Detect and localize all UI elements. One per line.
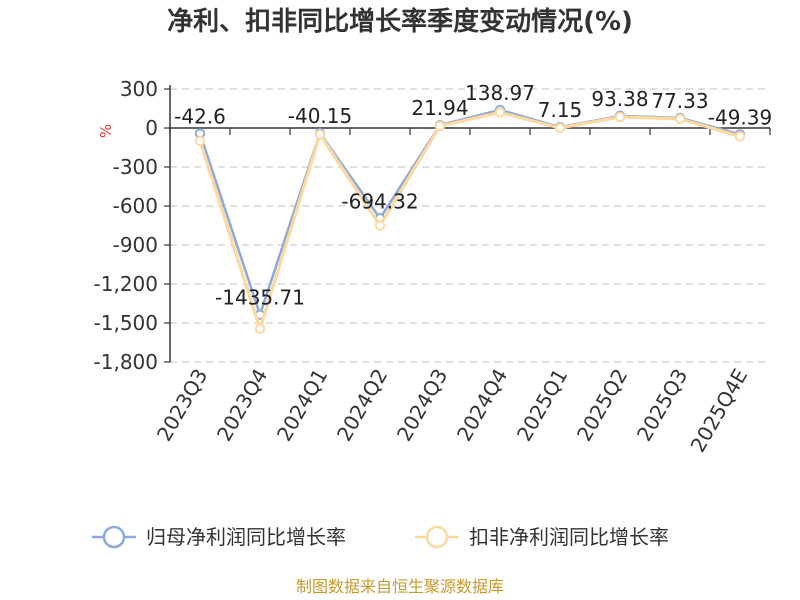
x-tick-label: 2023Q4 xyxy=(212,365,272,446)
y-tick-label: -1,200 xyxy=(94,272,158,296)
x-tick-label: 2025Q3 xyxy=(632,365,692,446)
grid xyxy=(170,88,770,363)
data-label: 21.94 xyxy=(411,96,468,120)
y-tick-label: -1,800 xyxy=(94,350,158,374)
legend-item-1[interactable]: 归母净利润同比增长率 xyxy=(92,525,346,549)
x-tick-label: 2025Q4E xyxy=(686,365,753,457)
data-point[interactable] xyxy=(314,129,326,140)
data-point[interactable] xyxy=(374,220,386,231)
data-point[interactable] xyxy=(254,323,266,335)
y-ticks: 300 0 -300 -600 -900 -1,200 -1,500 -1,800 xyxy=(94,77,158,374)
data-label: -49.39 xyxy=(708,105,772,129)
x-ticks: 2023Q3 2023Q4 2024Q1 2024Q2 2024Q3 2024Q4 2025… xyxy=(152,365,752,457)
y-tick-label: -900 xyxy=(113,233,158,257)
series-line-2 xyxy=(198,110,741,331)
data-label: 77.33 xyxy=(651,89,708,113)
data-label: 138.97 xyxy=(465,81,535,105)
legend-item-2[interactable]: 扣非净利润同比增长率 xyxy=(415,525,669,549)
data-label: -42.6 xyxy=(174,105,226,129)
x-tick-label: 2024Q3 xyxy=(392,365,452,446)
y-tick-label: 0 xyxy=(145,116,158,140)
data-point[interactable] xyxy=(674,113,686,125)
data-point[interactable] xyxy=(554,122,566,134)
x-tick-label: 2025Q1 xyxy=(512,365,572,446)
y-tick-label: 300 xyxy=(120,77,158,101)
data-label: -694.32 xyxy=(341,189,418,213)
x-tick-label: 2025Q2 xyxy=(572,365,632,446)
x-tick-label: 2024Q4 xyxy=(452,365,512,446)
y-tick-label: -600 xyxy=(113,194,158,218)
x-tick-label: 2024Q2 xyxy=(332,365,392,446)
legend-label: 扣非净利润同比增长率 xyxy=(469,525,669,549)
data-point[interactable] xyxy=(734,131,746,142)
source-note: 制图数据来自恒生聚源数据库 xyxy=(296,577,504,596)
x-tick-label: 2023Q3 xyxy=(152,365,212,446)
legend[interactable]: 归母净利润同比增长率 扣非净利润同比增长率 xyxy=(92,525,669,549)
y-tick-label: -1,500 xyxy=(94,311,158,335)
data-point[interactable] xyxy=(494,107,506,118)
data-point[interactable] xyxy=(614,111,626,123)
x-tick-label: 2024Q1 xyxy=(272,365,332,446)
data-label: 7.15 xyxy=(538,98,583,122)
data-label: -40.15 xyxy=(288,104,352,128)
legend-swatch-marker xyxy=(425,525,449,549)
legend-label: 归母净利润同比增长率 xyxy=(146,525,346,549)
data-label: 93.38 xyxy=(591,87,648,111)
series-group xyxy=(194,104,746,335)
data-point[interactable] xyxy=(434,120,446,132)
axes xyxy=(164,85,771,363)
data-label: -1435.71 xyxy=(215,286,305,310)
y-tick-label: -300 xyxy=(113,155,158,179)
y-axis-unit: % xyxy=(97,124,115,138)
legend-swatch-marker xyxy=(102,525,126,549)
data-point[interactable] xyxy=(194,135,206,147)
chart-title: 净利、扣非同比增长率季度变动情况(%) xyxy=(167,6,633,37)
data-labels: -42.6 -1435.71 -40.15 -694.32 21.94138.977.1… xyxy=(174,81,772,310)
